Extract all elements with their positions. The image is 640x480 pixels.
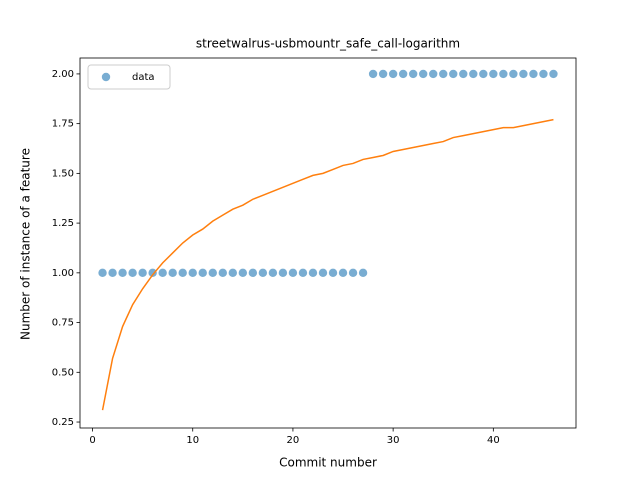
data-point [308, 268, 318, 278]
data-point [108, 268, 117, 278]
x-tick-label: 0 [89, 435, 95, 446]
y-tick-label: 0.50 [52, 367, 74, 378]
data-point [509, 69, 518, 79]
data-point [98, 268, 107, 278]
data-point [148, 268, 157, 278]
data-point [138, 268, 147, 278]
y-tick-label: 1.00 [52, 268, 74, 279]
x-axis-label: Commit number [279, 456, 377, 470]
data-point [188, 268, 197, 278]
data-point [408, 69, 418, 79]
data-point [338, 268, 348, 278]
data-point [128, 268, 137, 278]
data-point [549, 69, 558, 79]
data-point [388, 69, 398, 79]
data-point [499, 69, 508, 79]
data-point [358, 268, 368, 278]
data-point [118, 268, 127, 278]
data-point [368, 69, 378, 79]
data-point [318, 268, 328, 278]
data-point [288, 268, 298, 278]
y-axis-label: Number of instance of a feature [19, 148, 33, 340]
data-point [158, 268, 167, 278]
data-point [258, 268, 268, 278]
data-point [439, 69, 448, 79]
legend-marker [101, 72, 111, 82]
data-point [248, 268, 258, 278]
data-point [489, 69, 498, 79]
data-point [208, 268, 217, 278]
y-tick-label: 1.75 [52, 119, 74, 130]
data-point [268, 268, 278, 278]
data-point [348, 268, 358, 278]
data-point [298, 268, 308, 278]
chart-title: streetwalrus-usbmountr_safe_call-logarit… [196, 37, 460, 51]
data-point [469, 69, 478, 79]
data-point [168, 268, 177, 278]
data-point [228, 268, 238, 278]
y-tick-label: 0.75 [52, 318, 74, 329]
data-point [418, 69, 428, 79]
data-point [328, 268, 338, 278]
y-tick-label: 2.00 [52, 69, 74, 80]
x-tick-label: 30 [387, 435, 400, 446]
legend-label: data [132, 72, 155, 83]
fit-line [101, 118, 554, 411]
data-point [398, 69, 408, 79]
data-point [539, 69, 548, 79]
data-point [198, 268, 207, 278]
data-point [218, 268, 227, 278]
data-point [459, 69, 468, 79]
data-point [378, 69, 388, 79]
data-point [529, 69, 538, 79]
y-tick-label: 1.50 [52, 168, 74, 179]
y-tick-label: 1.25 [52, 218, 74, 229]
legend-box [87, 64, 171, 90]
data-point [278, 268, 288, 278]
data-point [449, 69, 458, 79]
x-tick-label: 20 [287, 435, 300, 446]
x-tick-label: 10 [186, 435, 199, 446]
plot-frame [79, 57, 577, 429]
data-point [178, 268, 187, 278]
data-point [479, 69, 488, 79]
data-point [238, 268, 248, 278]
data-point [519, 69, 528, 79]
x-tick-label: 40 [487, 435, 500, 446]
y-tick-label: 0.25 [52, 417, 74, 428]
data-point [429, 69, 438, 79]
